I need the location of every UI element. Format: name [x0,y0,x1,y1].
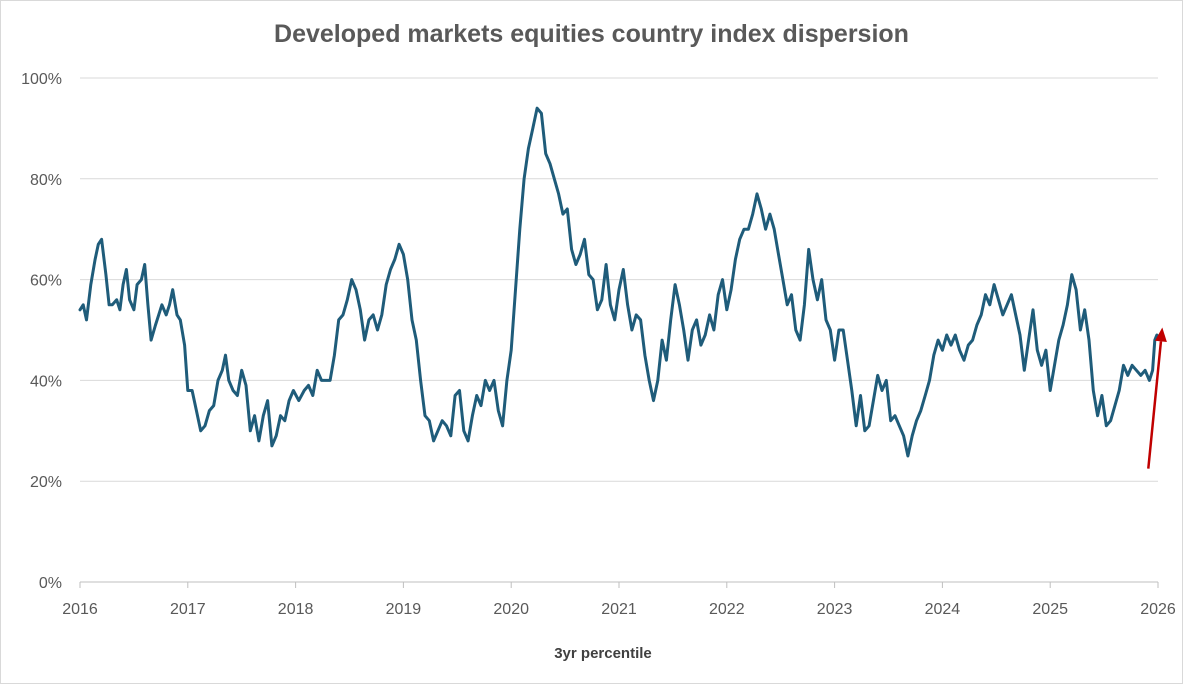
series-line [78,106,1159,458]
y-tick-label: 60% [30,273,62,290]
x-axis [79,581,1159,588]
x-tick-label: 2022 [709,601,745,618]
y-tick-label: 40% [30,373,62,390]
x-tick-label: 2025 [1032,601,1068,618]
y-tick-label: 100% [21,71,62,88]
x-tick-label: 2024 [925,601,961,618]
x-tick-label: 2026 [1140,601,1176,618]
gridlines [80,77,1158,482]
trend-arrow-shaft [1147,341,1163,469]
x-axis-label: 3yr percentile [554,645,652,662]
annotation-layer [1147,327,1167,469]
x-tick-label: 2023 [817,601,853,618]
x-tick-label: 2016 [62,601,98,618]
x-tick-label: 2019 [386,601,422,618]
y-tick-label: 20% [30,474,62,491]
x-tick-label: 2018 [278,601,314,618]
x-tick-label: 2017 [170,601,206,618]
y-tick-label: 0% [39,575,62,592]
x-tick-label: 2020 [493,601,529,618]
x-tick-label: 2021 [601,601,637,618]
trend-arrow-head [1155,327,1167,342]
y-tick-label: 80% [30,172,62,189]
chart-title: Developed markets equities country index… [274,20,909,48]
y-tick-labels: 0% 20% 40% 60% 80% 100% [21,71,62,592]
x-tick-labels: 2016 2017 2018 2019 2020 2021 2022 2023 2024 2025… [62,601,1176,618]
series-layer [78,106,1159,458]
